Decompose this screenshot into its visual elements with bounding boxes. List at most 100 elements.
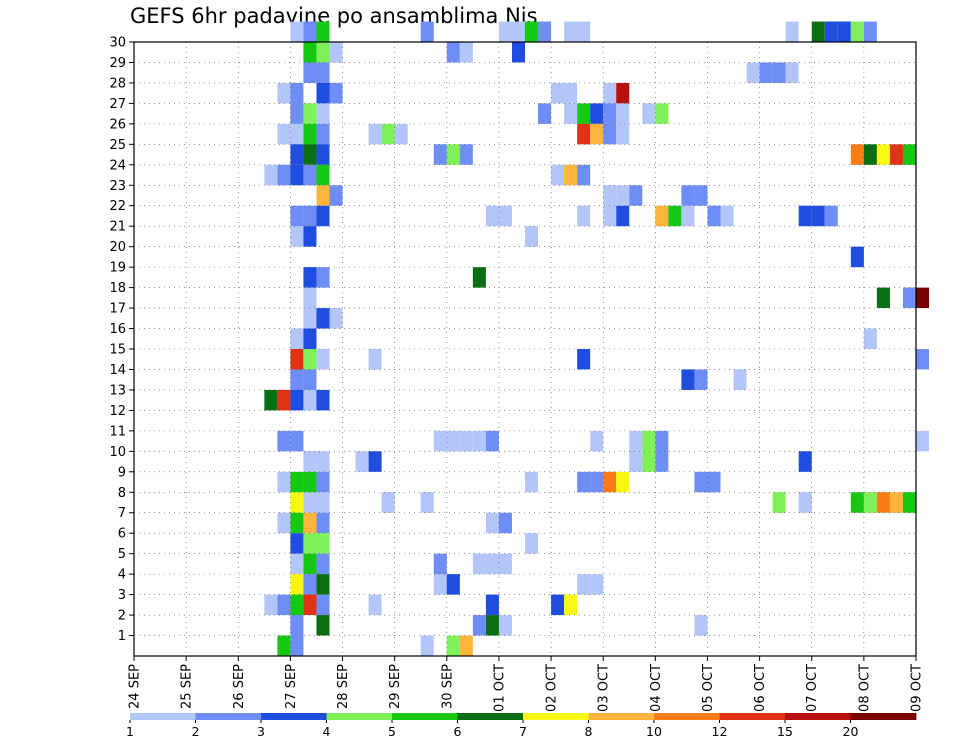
heatmap-cell — [485, 615, 499, 636]
heatmap-cell — [472, 267, 486, 288]
heatmap-cell — [329, 82, 343, 104]
heatmap-cell — [642, 103, 656, 124]
y-axis: 1234567891011121314151617181920212223242… — [109, 36, 134, 644]
y-tick-label: 30 — [109, 36, 126, 51]
y-tick-label: 18 — [109, 281, 126, 296]
heatmap-cell — [655, 430, 669, 452]
heatmap-cell — [316, 389, 330, 411]
heatmap-cell — [603, 185, 617, 206]
heatmap-cell — [459, 42, 473, 63]
heatmap-cell — [316, 349, 330, 370]
heatmap-cell — [433, 553, 447, 575]
heatmap-cell — [577, 471, 591, 493]
heatmap-cell — [303, 492, 317, 513]
heatmap-cell — [381, 123, 395, 145]
heatmap-cell — [316, 82, 330, 104]
heatmap-cell — [577, 574, 591, 595]
heatmap-cell — [916, 349, 930, 370]
heatmap-cell — [902, 144, 916, 165]
heatmap-cell — [303, 123, 317, 145]
heatmap-cell — [863, 328, 877, 349]
heatmap-cell — [863, 492, 877, 513]
heatmap-cell — [876, 492, 890, 513]
y-tick-label: 9 — [118, 465, 126, 480]
heatmap-cell — [303, 349, 317, 370]
heatmap-cell — [772, 492, 786, 513]
heatmap-cell — [655, 103, 669, 124]
y-tick-label: 21 — [109, 220, 126, 235]
x-tick-label: 26 SEP — [232, 664, 247, 709]
heatmap-cell — [303, 533, 317, 554]
heatmap-cell — [459, 430, 473, 452]
y-tick-label: 2 — [118, 609, 126, 624]
heatmap-cell — [707, 471, 721, 493]
heatmap-cell — [290, 144, 304, 165]
heatmap-cell — [850, 21, 864, 42]
heatmap-cell — [446, 635, 460, 656]
y-tick-label: 22 — [109, 199, 126, 214]
heatmap-cell — [798, 451, 812, 472]
heatmap-cell — [329, 42, 343, 63]
heatmap-cell — [590, 123, 604, 145]
heatmap-cell — [681, 369, 695, 390]
heatmap-cell — [616, 103, 630, 124]
heatmap-cell — [759, 62, 773, 83]
colorbar-label: 2 — [192, 724, 200, 739]
heatmap-cell — [850, 492, 864, 513]
heatmap-cell — [303, 512, 317, 534]
y-tick-label: 28 — [109, 76, 126, 91]
x-tick-label: 01 OCT — [492, 664, 507, 712]
heatmap-cell — [694, 185, 708, 206]
heatmap-cell — [668, 205, 682, 227]
heatmap-cell — [902, 492, 916, 513]
y-tick-label: 23 — [109, 179, 126, 194]
heatmap-cell — [316, 512, 330, 534]
heatmap-cell — [694, 471, 708, 493]
heatmap-cell — [303, 389, 317, 411]
heatmap-cell — [316, 553, 330, 575]
y-tick-label: 6 — [118, 527, 126, 542]
heatmap-cell — [290, 574, 304, 595]
colorbar-swatch — [588, 713, 655, 720]
heatmap-cell — [277, 82, 291, 104]
heatmap-cell — [863, 144, 877, 165]
heatmap-cell — [290, 82, 304, 104]
x-tick-label: 28 SEP — [336, 664, 351, 709]
x-tick-label: 02 OCT — [545, 664, 560, 712]
heatmap-cell — [290, 123, 304, 145]
heatmap-cell — [538, 21, 552, 42]
heatmap-cell — [303, 553, 317, 575]
heatmap-cell — [603, 82, 617, 104]
heatmap-cell — [616, 82, 630, 104]
heatmap-cell — [564, 164, 578, 186]
heatmap-cell — [290, 471, 304, 493]
heatmap-cell — [577, 349, 591, 370]
chart-title: GEFS 6hr padavine po ansamblima Nis — [130, 4, 538, 28]
heatmap-cell — [303, 308, 317, 329]
heatmap-cell — [316, 471, 330, 493]
heatmap-cell — [824, 205, 838, 227]
heatmap-cell — [433, 144, 447, 165]
heatmap-cell — [850, 246, 864, 268]
heatmap-cell — [485, 430, 499, 452]
heatmap-cell — [303, 205, 317, 227]
y-tick-label: 10 — [109, 445, 126, 460]
heatmap-cell — [551, 594, 565, 616]
colorbar-label: 10 — [646, 724, 662, 739]
heatmap-cell — [290, 389, 304, 411]
colorbar-swatch — [392, 713, 458, 720]
heatmap-cell — [498, 205, 512, 227]
y-tick-label: 11 — [109, 424, 126, 439]
heatmap-cell — [290, 553, 304, 575]
heatmap-cell — [876, 287, 890, 309]
heatmap-cell — [316, 42, 330, 63]
heatmap-cell — [590, 430, 604, 452]
heatmap-cell — [303, 62, 317, 83]
y-tick-label: 29 — [109, 56, 126, 71]
colorbar-swatch — [261, 713, 327, 720]
heatmap-cell — [485, 594, 499, 616]
heatmap-cell — [316, 451, 330, 472]
heatmap-cell — [564, 594, 578, 616]
colorbar-swatch — [785, 713, 851, 720]
heatmap-cell — [498, 615, 512, 636]
